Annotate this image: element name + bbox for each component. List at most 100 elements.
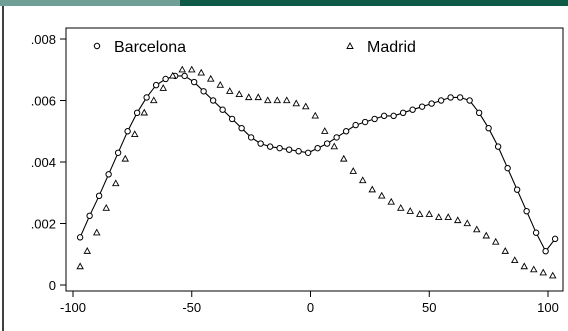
data-point (466, 97, 473, 104)
data-point (513, 186, 521, 193)
data-point (168, 71, 177, 79)
data-point (409, 106, 416, 113)
data-point (140, 108, 149, 116)
data-point (548, 271, 557, 279)
data-point (371, 115, 378, 123)
data-point (133, 109, 141, 117)
data-point (444, 213, 453, 221)
data-point (143, 94, 150, 101)
y-tick-label: .004 (31, 155, 56, 170)
top-band-left (0, 0, 180, 6)
data-point (501, 247, 510, 254)
data-point (178, 65, 187, 73)
data-point (415, 210, 424, 217)
data-point (190, 78, 198, 86)
data-point (314, 144, 321, 152)
data-point (447, 94, 454, 101)
data-point (219, 106, 226, 113)
data-point (111, 179, 120, 187)
series-layer (76, 65, 559, 279)
data-point (539, 268, 548, 276)
data-point (114, 149, 122, 156)
data-point (361, 118, 369, 126)
data-point (352, 121, 359, 129)
data-point (102, 203, 111, 211)
data-point (83, 247, 92, 254)
legend-label-barcelona: Barcelona (114, 39, 186, 56)
data-point (485, 124, 492, 132)
data-point (105, 171, 112, 178)
legend-marker-barcelona (93, 42, 101, 50)
data-point (330, 142, 339, 150)
data-point (453, 216, 462, 224)
data-point (295, 148, 302, 155)
y-tick-label: .002 (31, 217, 56, 232)
data-point (273, 96, 282, 104)
data-point (95, 192, 103, 200)
x-tick-label: 0 (307, 300, 314, 315)
data-point (285, 146, 293, 153)
data-point (200, 88, 207, 95)
data-point (92, 228, 101, 236)
data-point (387, 197, 396, 205)
data-point (209, 97, 217, 104)
data-point (472, 225, 481, 233)
legend: Barcelona Madrid (93, 39, 416, 56)
data-point (342, 128, 350, 135)
data-point (339, 154, 348, 162)
data-point (377, 191, 386, 199)
data-point (206, 74, 215, 82)
y-tick-label: .006 (31, 94, 56, 109)
data-point (187, 65, 196, 73)
data-point (551, 235, 559, 243)
data-point (380, 112, 388, 120)
data-point (456, 94, 464, 101)
data-point (181, 72, 188, 80)
data-point (428, 100, 435, 107)
legend-label-madrid: Madrid (367, 39, 416, 56)
data-point (159, 84, 168, 91)
y-tick-label: .008 (31, 32, 56, 47)
top-accent-band (0, 0, 568, 6)
x-tick-label: 50 (422, 300, 436, 315)
chart: 0 .002 .004 .006 .008 -100 -50 0 50 100 Barcelon… (2, 6, 564, 331)
data-point (425, 210, 434, 217)
data-point (228, 115, 236, 123)
data-point (152, 81, 160, 89)
data-point (76, 262, 84, 270)
x-tick-label: -100 (60, 300, 86, 315)
legend-marker-madrid (346, 42, 354, 49)
data-point (149, 96, 158, 104)
data-point (320, 127, 329, 134)
data-point (482, 231, 491, 239)
x-tick-label: 100 (537, 300, 559, 315)
data-point (162, 75, 169, 83)
data-point (358, 176, 367, 184)
data-point (247, 134, 255, 141)
data-point (529, 265, 538, 273)
data-point (396, 203, 405, 211)
y-axis: 0 .002 .004 .006 .008 (31, 32, 66, 293)
data-point (235, 90, 244, 98)
data-point (434, 213, 443, 221)
data-point (475, 109, 483, 117)
data-point (349, 167, 358, 174)
data-point (216, 80, 225, 88)
data-point (263, 96, 272, 104)
data-point (266, 143, 274, 150)
data-point (276, 144, 283, 152)
data-point (238, 124, 245, 132)
data-point (504, 164, 511, 172)
x-axis: -100 -50 0 50 100 (60, 291, 559, 315)
data-point (463, 219, 472, 227)
data-point (399, 109, 407, 117)
data-point (542, 247, 549, 255)
data-point (323, 140, 331, 147)
data-point (301, 102, 310, 110)
data-point (76, 234, 84, 241)
data-point (532, 229, 540, 236)
data-point (390, 112, 397, 120)
data-point (257, 140, 264, 147)
data-point (292, 99, 301, 107)
data-point (437, 97, 445, 104)
